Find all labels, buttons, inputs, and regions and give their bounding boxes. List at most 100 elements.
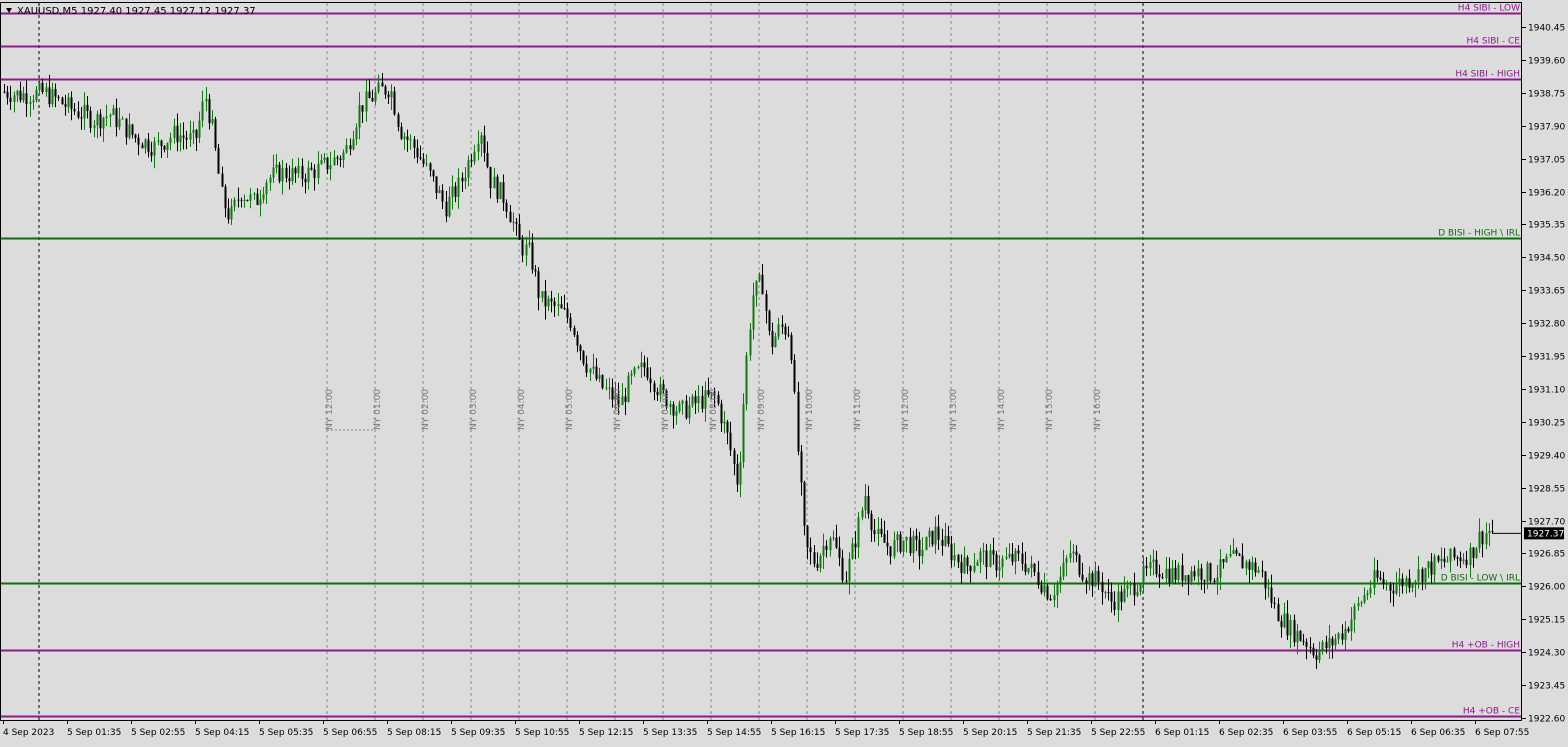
candle-body [1238,553,1241,556]
candle-body [1123,588,1126,602]
candle-body [1245,561,1248,569]
candle-body [1373,570,1376,589]
candle-body [1110,592,1113,602]
candle-body [125,118,128,138]
candle-body [403,136,406,139]
candle-body [112,108,115,115]
y-tick-label: 1929.40 [1528,452,1565,462]
candle-body [1385,583,1388,585]
candle-body [41,82,44,93]
candle-body [393,91,396,115]
candle-body [16,90,19,96]
candle-body [771,331,774,347]
candle-body [646,367,649,379]
candle-body [1033,563,1036,573]
candle-body [214,119,217,149]
candle-body [128,124,131,138]
candle-body [797,391,800,452]
candle-body [1251,562,1254,571]
candle-body [432,170,435,177]
candle-body [950,543,953,561]
candle-body [614,394,617,400]
candle-body [29,102,32,104]
candle-body [877,528,880,534]
candle-body [137,137,140,145]
candle-body [1101,582,1104,593]
candle-body [1155,559,1158,575]
candle-body [54,88,57,97]
current-price-tag [1524,527,1564,540]
candle-body [566,308,569,318]
candle-body [345,145,348,153]
y-tick-label: 1928.55 [1528,485,1565,495]
candle-body [553,301,556,307]
y-tick-label: 1937.90 [1528,123,1565,133]
triangle-down-icon[interactable] [6,8,12,13]
candle-body [1056,583,1059,596]
candle-body [153,141,156,156]
candle-body [851,543,854,559]
candle-body [1081,574,1084,581]
candle-body [909,536,912,554]
candle-body [224,186,227,209]
candle-body [499,182,502,199]
candle-body [205,98,208,102]
candle-body [1293,620,1296,643]
session-labels: NY 12:00 NY 01:00 NY 02:00 NY 03:00 NY 04:00… [325,389,1103,430]
candle-body [1424,568,1427,583]
candle-body [1193,571,1196,577]
candle-body [643,362,646,368]
candle-body [598,375,601,379]
candle-body [1161,576,1164,579]
candle-body [557,304,560,307]
candle-body [1235,550,1238,554]
candle-body [25,93,28,104]
candle-body [742,404,745,463]
candle-body [307,167,310,183]
y-tick-label: 1930.25 [1528,419,1565,429]
candle-body [1280,621,1283,628]
candle-body [480,135,483,144]
candle-body [48,87,51,105]
candle-body [1088,573,1091,584]
x-tick-label: 5 Sep 16:15 [771,728,825,738]
candle-body [870,513,873,531]
candle-body [867,495,870,514]
candle-body [800,451,803,483]
session-label: NY 04:00 [517,389,527,430]
candle-body [1408,578,1411,588]
candle-body [745,355,748,405]
candle-body [323,157,326,161]
candle-body [22,93,25,101]
candle-body [1389,583,1392,591]
candle-body [1478,531,1481,549]
candle-body [579,345,582,352]
candle-body [1267,587,1270,589]
y-tick-label: 1932.80 [1528,320,1565,330]
candle-body [1037,572,1040,585]
candle-body [211,119,214,124]
candle-body [326,157,329,170]
candle-body [765,294,768,311]
candle-body [1462,559,1465,562]
candle-body [313,169,316,179]
session-label: NY 03:00 [469,389,479,430]
candle-body [966,557,969,567]
candle-body [381,82,384,87]
candle-body [83,104,86,119]
candle-body [1043,585,1046,593]
candle-body [1145,565,1148,569]
candle-body [38,82,41,90]
candle-body [1469,547,1472,566]
candle-body [272,167,275,178]
candle-body [147,139,150,152]
candle-body [704,390,707,409]
candle-body [560,304,563,309]
candle-body [80,117,83,119]
candle-body [163,146,166,150]
candle-body [275,164,278,168]
candle-body [1254,562,1257,573]
candle-body [109,114,112,117]
